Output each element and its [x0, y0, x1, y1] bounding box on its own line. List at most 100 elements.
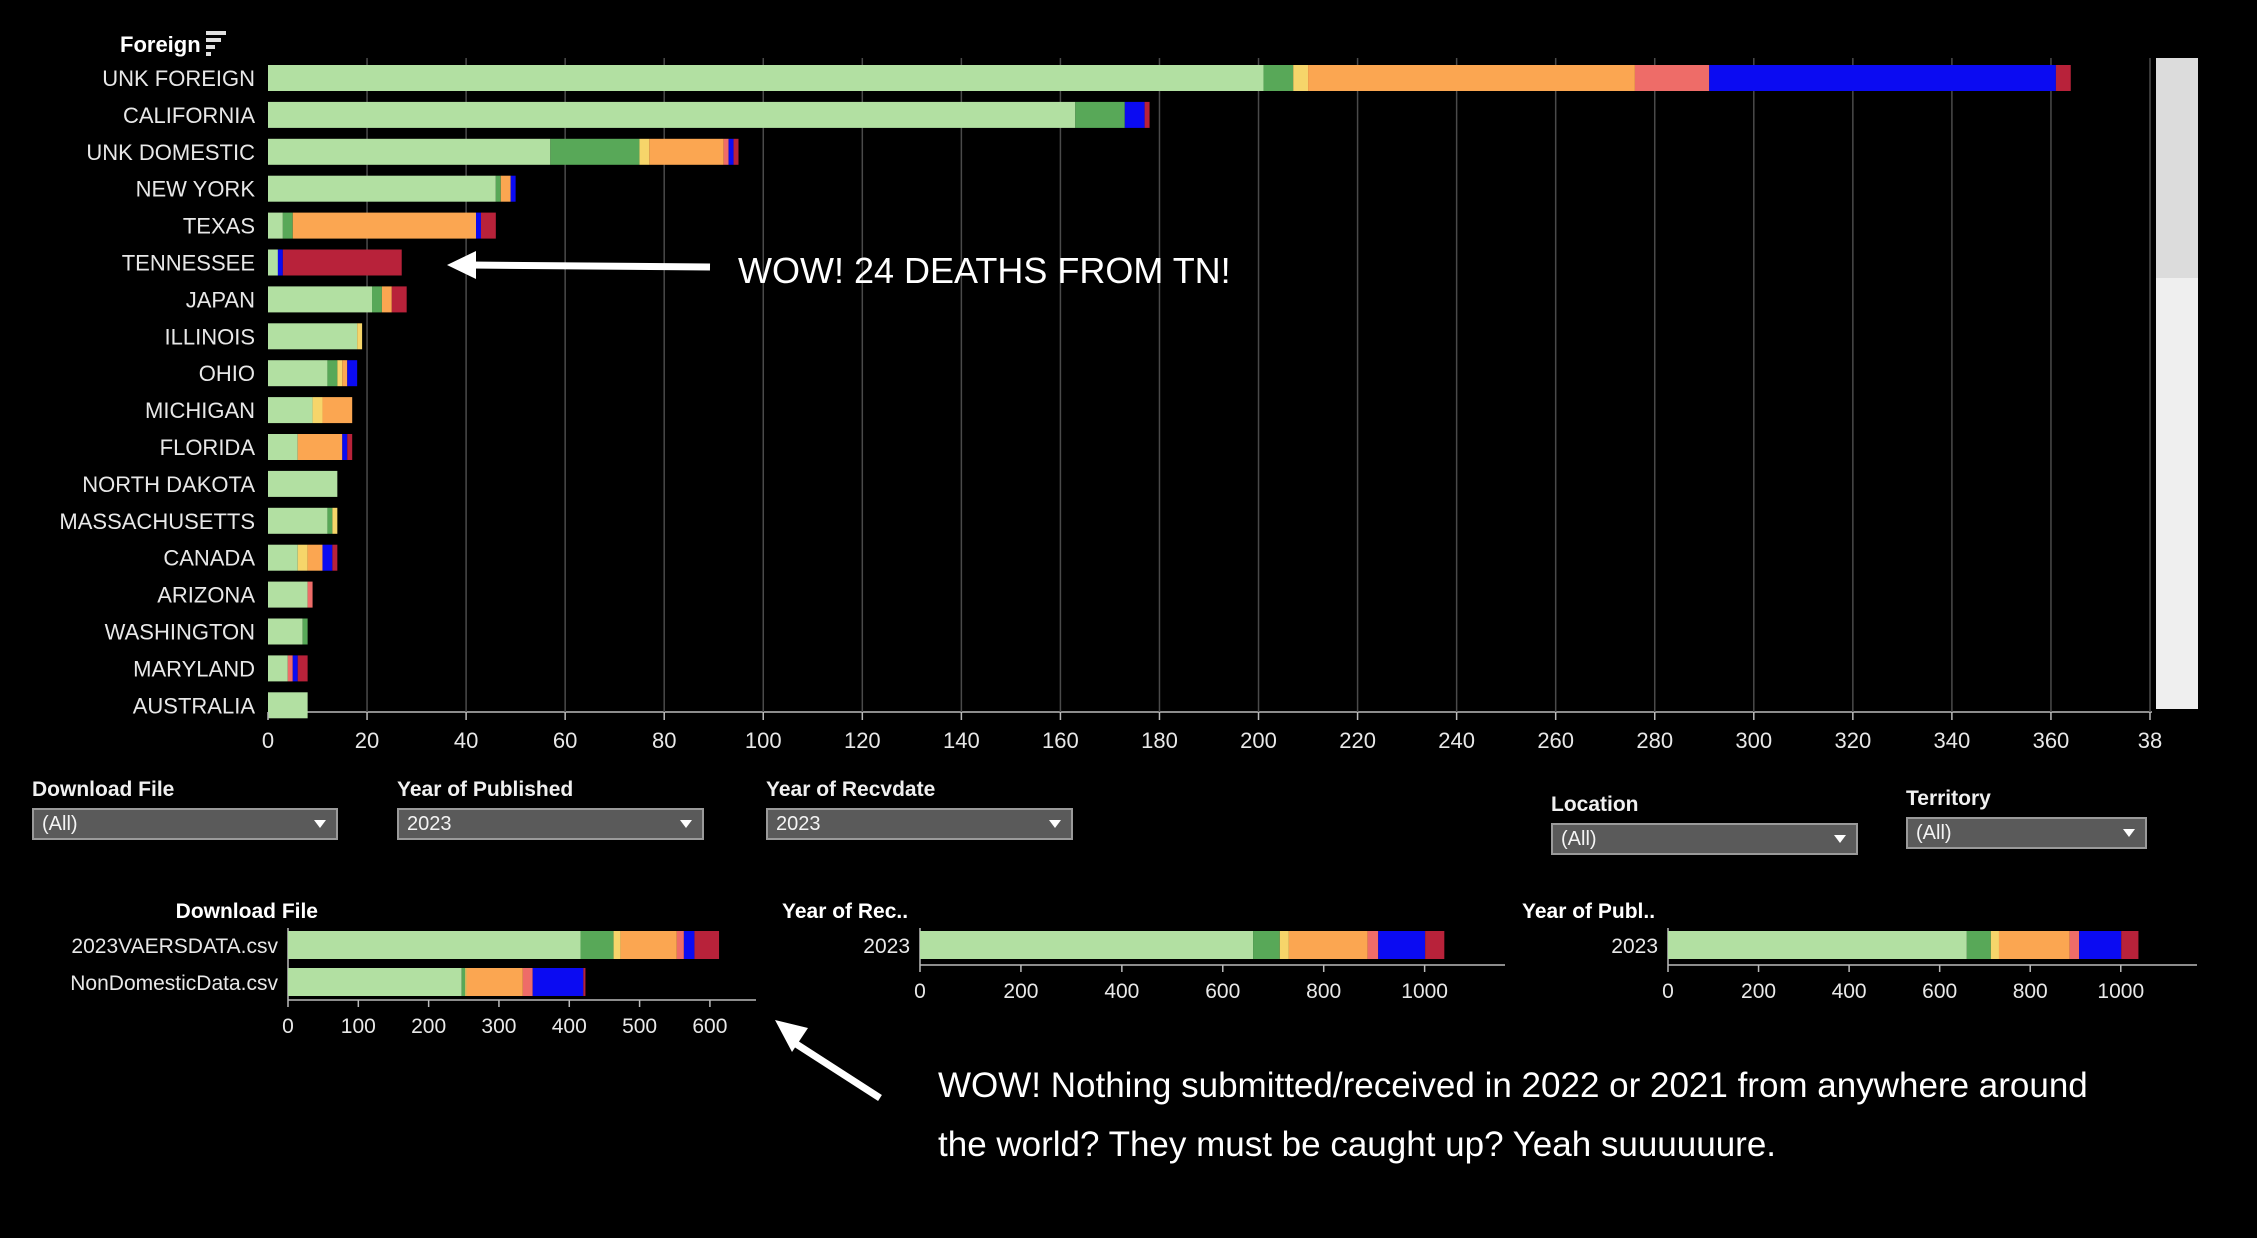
- bar-segment[interactable]: [288, 931, 581, 959]
- bar-segment[interactable]: [332, 507, 338, 534]
- bar-segment[interactable]: [510, 175, 516, 202]
- bar-segment[interactable]: [1288, 931, 1368, 959]
- bar-segment[interactable]: [312, 397, 323, 424]
- bar-segment[interactable]: [268, 507, 328, 534]
- bar-segment[interactable]: [1966, 931, 1991, 959]
- main-chart-scrollbar[interactable]: [2156, 58, 2198, 709]
- bar-segment[interactable]: [1144, 101, 1150, 128]
- bar-segment[interactable]: [532, 968, 584, 996]
- territory-dropdown[interactable]: (All): [1906, 817, 2147, 849]
- bar-segment[interactable]: [332, 544, 338, 571]
- bar-segment[interactable]: [2069, 931, 2080, 959]
- bar-segment[interactable]: [461, 968, 466, 996]
- bar-segment[interactable]: [282, 212, 293, 239]
- bar-segment[interactable]: [723, 138, 729, 165]
- scrollbar-thumb[interactable]: [2156, 58, 2198, 278]
- bar-segment[interactable]: [268, 286, 373, 313]
- bar-segment[interactable]: [268, 138, 551, 165]
- bar-segment[interactable]: [372, 286, 382, 313]
- bar-segment[interactable]: [465, 968, 467, 996]
- bar-segment[interactable]: [342, 434, 348, 460]
- bar-segment[interactable]: [1990, 931, 1999, 959]
- bar-segment[interactable]: [268, 544, 298, 571]
- bar-segment[interactable]: [2079, 931, 2122, 959]
- bar-segment[interactable]: [292, 655, 298, 682]
- year-of-published-dropdown[interactable]: 2023: [397, 808, 704, 840]
- bar-segment[interactable]: [282, 249, 402, 276]
- bar-segment[interactable]: [583, 968, 586, 996]
- bar-segment[interactable]: [297, 544, 308, 571]
- bar-segment[interactable]: [381, 286, 392, 313]
- bar-segment[interactable]: [268, 397, 313, 424]
- bar-segment[interactable]: [297, 434, 343, 460]
- year-of-recvdate-dropdown[interactable]: 2023: [766, 808, 1073, 840]
- bar-segment[interactable]: [268, 212, 283, 239]
- bar-segment[interactable]: [288, 968, 462, 996]
- bar-segment[interactable]: [466, 968, 523, 996]
- bar-segment[interactable]: [268, 65, 1264, 91]
- bar-segment[interactable]: [694, 931, 720, 959]
- bar-segment[interactable]: [307, 544, 323, 571]
- bar-segment[interactable]: [268, 249, 278, 276]
- bar-segment[interactable]: [1308, 65, 1635, 91]
- bar-segment[interactable]: [302, 618, 308, 645]
- bar-segment[interactable]: [1124, 101, 1145, 128]
- bar-segment[interactable]: [480, 212, 496, 239]
- bar-segment[interactable]: [322, 397, 353, 424]
- bar-segment[interactable]: [495, 175, 501, 202]
- bar-segment[interactable]: [347, 360, 358, 387]
- bar-segment[interactable]: [1253, 931, 1280, 959]
- bar-segment[interactable]: [268, 101, 1076, 128]
- bar-segment[interactable]: [1709, 65, 2056, 91]
- bar-segment[interactable]: [268, 470, 338, 497]
- bar-segment[interactable]: [268, 434, 298, 460]
- bar-segment[interactable]: [522, 968, 533, 996]
- bar-segment[interactable]: [920, 931, 1254, 959]
- bar-segment[interactable]: [337, 360, 343, 387]
- bar-segment[interactable]: [649, 138, 724, 165]
- bar-segment[interactable]: [639, 138, 650, 165]
- bar-segment[interactable]: [327, 507, 333, 534]
- bar-segment[interactable]: [1367, 931, 1379, 959]
- bar-segment[interactable]: [620, 931, 677, 959]
- bar-segment[interactable]: [287, 655, 293, 682]
- bar-segment[interactable]: [1075, 101, 1125, 128]
- bar-segment[interactable]: [297, 655, 308, 682]
- bar-segment[interactable]: [347, 434, 353, 460]
- bar-segment[interactable]: [1263, 65, 1294, 91]
- bar-segment[interactable]: [2121, 931, 2139, 959]
- bar-segment[interactable]: [292, 212, 477, 239]
- bar-segment[interactable]: [268, 323, 358, 350]
- bar-segment[interactable]: [268, 581, 308, 608]
- bar-segment[interactable]: [268, 692, 308, 719]
- download-file-dropdown[interactable]: (All): [32, 808, 338, 840]
- bar-segment[interactable]: [277, 249, 283, 276]
- bar-segment[interactable]: [1279, 931, 1289, 959]
- sort-icon[interactable]: [206, 31, 226, 56]
- bar-segment[interactable]: [1378, 931, 1426, 959]
- bar-segment[interactable]: [268, 618, 303, 645]
- bar-segment[interactable]: [676, 931, 684, 959]
- bar-segment[interactable]: [733, 138, 739, 165]
- bar-segment[interactable]: [307, 581, 313, 608]
- bar-segment[interactable]: [342, 360, 348, 387]
- bar-segment[interactable]: [2055, 65, 2071, 91]
- bar-segment[interactable]: [1634, 65, 1710, 91]
- bar-segment[interactable]: [268, 360, 328, 387]
- bar-segment[interactable]: [357, 323, 363, 350]
- bar-segment[interactable]: [476, 212, 481, 239]
- bar-segment[interactable]: [580, 931, 614, 959]
- bar-segment[interactable]: [322, 544, 333, 571]
- bar-segment[interactable]: [683, 931, 695, 959]
- bar-segment[interactable]: [613, 931, 621, 959]
- bar-segment[interactable]: [391, 286, 407, 313]
- bar-segment[interactable]: [1668, 931, 1967, 959]
- bar-segment[interactable]: [1293, 65, 1309, 91]
- bar-segment[interactable]: [550, 138, 640, 165]
- bar-segment[interactable]: [1425, 931, 1445, 959]
- bar-segment[interactable]: [268, 175, 496, 202]
- bar-segment[interactable]: [1998, 931, 2070, 959]
- location-dropdown[interactable]: (All): [1551, 823, 1858, 855]
- bar-segment[interactable]: [327, 360, 338, 387]
- bar-segment[interactable]: [728, 138, 734, 165]
